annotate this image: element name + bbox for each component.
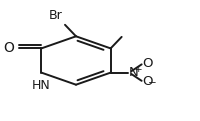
Text: HN: HN [32,79,51,92]
Text: O: O [143,57,153,70]
Text: O: O [143,75,153,88]
Text: −: − [148,78,157,88]
Text: +: + [134,65,142,74]
Text: Br: Br [49,9,63,22]
Text: O: O [3,41,14,55]
Text: N: N [129,66,138,79]
